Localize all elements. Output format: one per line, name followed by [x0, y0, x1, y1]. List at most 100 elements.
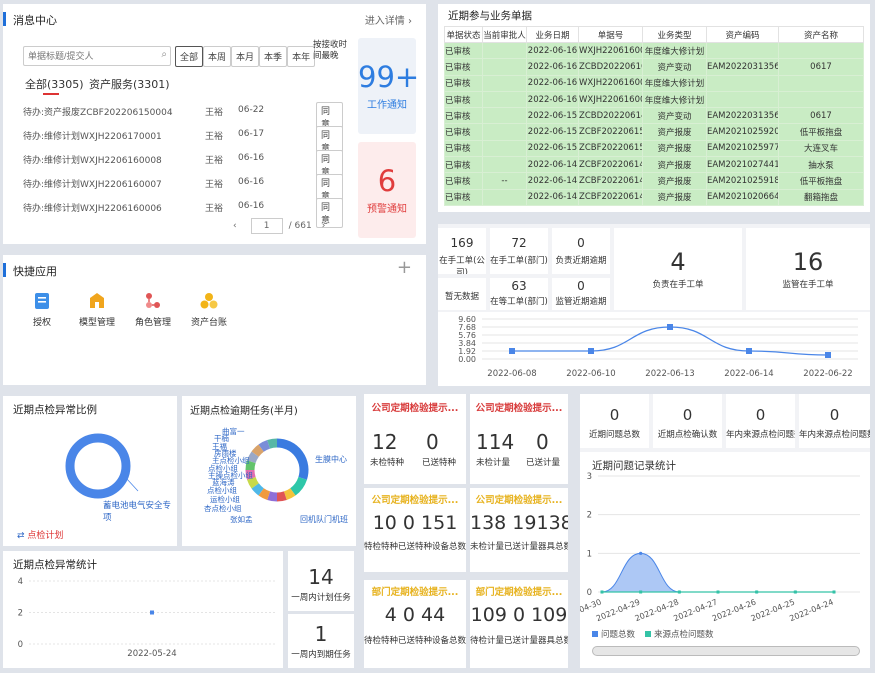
approve-button[interactable]: 同意 [316, 198, 343, 228]
app-role[interactable]: 角色管理 [133, 292, 173, 328]
work-notice-card[interactable]: 99+ 工作通知 [358, 38, 419, 134]
table-row[interactable]: 已审核 2022-06-14 ZCBF20220614 资产报废 EAM20210206… [444, 188, 864, 206]
sort-dropdown[interactable]: 按接收时间最晚 [313, 40, 348, 61]
stat-card[interactable]: 0 负责近期逾期 [552, 228, 610, 274]
filter-year[interactable]: 本年 [287, 46, 316, 67]
anomaly-stat-panel: 近期点检异常统计 4 2 0 2022-05-24 [3, 551, 283, 668]
inspection-card[interactable]: 部门定期检验提示... 109 0 109 待检计量已送计量器具总数 [470, 580, 568, 668]
table-row[interactable]: 已审核 2022-06-15 ZCBD20220614 资产变动 EAM20220313… [444, 107, 864, 125]
filter-month[interactable]: 本月 [231, 46, 260, 67]
next-page-icon[interactable]: › [321, 221, 326, 231]
search-icon[interactable]: ⌕ [161, 49, 167, 60]
x-tick-label: 2022-06-10 [566, 369, 615, 379]
inspection-card[interactable]: 公司定期检验提示... 114 0 未检计量 已送计量 [470, 394, 568, 484]
horizontal-scrollbar[interactable] [592, 646, 860, 656]
filter-quarter[interactable]: 本季 [259, 46, 288, 67]
data-point [150, 610, 154, 615]
table-cell: 2022-06-15 [526, 107, 579, 125]
table-cell: 已审核 [444, 107, 483, 125]
table-cell [482, 188, 527, 206]
x-tick-label: 2022-06-08 [487, 369, 536, 379]
stat-card[interactable]: 169 在手工单(公司) [438, 228, 486, 274]
warning-notice-card[interactable]: 6 预警通知 [358, 142, 416, 238]
stat-card[interactable]: 暂无数据 [438, 278, 486, 310]
weekly-plan-card[interactable]: 14 一周内计划任务 [288, 551, 354, 611]
table-cell [482, 107, 527, 125]
table-row[interactable]: 已审核 2022-06-14 ZCBF20220614 资产报废 EAM20210274… [444, 156, 864, 174]
prev-page-icon[interactable]: ‹ [233, 221, 237, 231]
issue-stat-card[interactable]: 0 年内来源点检问题数 [799, 394, 870, 448]
column-header[interactable]: 资产编码 [706, 26, 779, 43]
table-row[interactable]: 已审核 2022-06-15 ZCBF20220615 资产报废 EAM20210259… [444, 123, 864, 141]
donut-slice [245, 469, 256, 480]
filter-all[interactable]: 全部 [175, 46, 204, 67]
enter-detail-link[interactable]: 进入详情 › [364, 16, 412, 27]
app-label: 角色管理 [134, 318, 171, 328]
data-point [746, 348, 752, 354]
list-item[interactable]: 待办:维修计划WXJH2206160006 王裕 06-16 同意 [23, 194, 343, 228]
page-input[interactable]: 1 [250, 218, 283, 234]
search-input[interactable]: ⌕ [23, 46, 171, 66]
inspection-card[interactable]: 公司定期检验提示... 12 0 未检特种 已送特种 [364, 394, 466, 484]
column-header[interactable]: 业务类型 [642, 26, 707, 43]
series-area [601, 552, 834, 593]
big-stat-card[interactable]: 16 监管在手工单 [746, 228, 870, 310]
table-cell: 2022-06-16 [526, 74, 579, 92]
big-stat-card[interactable]: 4 负责在手工单 [614, 228, 742, 310]
table-row[interactable]: 已审核 2022-06-16 WXJH22061600 年度维大修计划 [444, 90, 864, 109]
table-cell: 翻箱拖盘 [778, 188, 864, 206]
inspection-card[interactable]: 部门定期检验提示... 4 0 44 待检特种已送特种设备总数 [364, 580, 466, 668]
panel-title: 近期问题记录统计 [592, 460, 676, 472]
issue-chart-card: 近期问题记录统计 3 2 1 0 2022-04-30 2022-04-29 2022-04… [580, 452, 870, 668]
issue-stat-card[interactable]: 0 年内来源点检问题数 [726, 394, 795, 448]
column-header[interactable]: 单据号 [578, 26, 643, 43]
stat-card[interactable]: 63 在等工单(部门) [490, 278, 548, 310]
list-item[interactable]: 待办:维修计划WXJH2206170001 王裕 06-17 同意 [23, 122, 343, 156]
legend-item[interactable]: 问题总数 [592, 628, 635, 640]
list-item-title: 待办:维修计划WXJH2206160007 [23, 180, 162, 190]
app-model[interactable]: 模型管理 [77, 292, 117, 328]
slice-label: 蓄电池电气安全专项 [103, 501, 172, 523]
weekly-due-card[interactable]: 1 一周内到期任务 [288, 614, 354, 668]
y-tick-label: 3 [587, 472, 592, 482]
tab-all[interactable]: 全部(3305) [25, 78, 84, 91]
message-list: 待办:资产报废ZCBF202206150004 王裕 06-22 同意 待办:维修计划… [23, 98, 343, 228]
column-header[interactable]: 当前审批人 [482, 26, 527, 43]
filter-week[interactable]: 本周 [203, 46, 232, 67]
table-row[interactable]: 已审核 2022-06-16 ZCBD20220616 资产变动 EAM20220313… [444, 58, 864, 76]
table-row[interactable]: 已审核 -- 2022-06-14 ZCBF20220614 资产报废 EAM202102… [444, 172, 864, 190]
stat-card[interactable]: 0 监管近期逾期 [552, 278, 610, 310]
table-row[interactable]: 已审核 2022-06-15 ZCBF20220615 资产报废 EAM20210259… [444, 139, 864, 158]
slice-label: 运检小组 [210, 494, 240, 504]
business-table-wrap: 单据状态 当前审批人 业务日期 单据号 业务类型 资产编码 资产名称 已审核 2022-06-… [444, 26, 864, 208]
app-asset-ledger[interactable]: 资产台账 [189, 292, 229, 328]
legend-item[interactable]: ⇄ 点检计划 [17, 531, 64, 541]
list-item[interactable]: 待办:资产报废ZCBF202206150004 王裕 06-22 同意 [23, 98, 343, 132]
column-header[interactable]: 资产名称 [778, 26, 864, 43]
table-cell: EAM2022031356 [706, 58, 779, 76]
donut-slice [283, 488, 296, 500]
donut-slice [247, 476, 259, 489]
list-item[interactable]: 待办:维修计划WXJH2206160007 王裕 06-16 同意 [23, 170, 343, 204]
table-cell: 已审核 [444, 139, 483, 158]
add-app-icon[interactable]: + [396, 257, 412, 278]
issue-stat-card[interactable]: 0 近期点检确认数 [653, 394, 722, 448]
panel-title: 近期点检异常比例 [13, 404, 97, 416]
app-auth[interactable]: 授权 [27, 292, 57, 328]
table-row[interactable]: 已审核 2022-06-16 WXJH22061600 年度维大修计划 [444, 74, 864, 92]
table-cell: ZCBF20220614 [578, 188, 643, 206]
inspection-card[interactable]: 公司定期检验提示... 10 0 151 特检特种已送特种设备总数 [364, 488, 466, 572]
inspection-card[interactable]: 公司定期检验提示... 138 19138 未检计量已送计量器具总数 [470, 488, 568, 572]
pagination: ‹ 1 / 661 › [233, 218, 325, 234]
table-row[interactable]: 已审核 2022-06-16 WXJH22061600 年度维大修计划 [444, 41, 864, 60]
tab-asset-service[interactable]: 资产服务(3301) [89, 78, 170, 91]
issue-stat-card[interactable]: 0 近期问题总数 [580, 394, 649, 448]
column-header[interactable]: 业务日期 [526, 26, 579, 43]
column-header[interactable]: 单据状态 [444, 26, 483, 43]
stat-card[interactable]: 72 在手工单(部门) [490, 228, 548, 274]
panel-title: 快捷应用 [13, 265, 57, 278]
search-field[interactable] [28, 48, 148, 64]
list-item[interactable]: 待办:维修计划WXJH2206160008 王裕 06-16 同意 [23, 146, 343, 180]
table-cell: 已审核 [444, 58, 483, 76]
legend-item[interactable]: 来源点检问题数 [645, 628, 714, 640]
